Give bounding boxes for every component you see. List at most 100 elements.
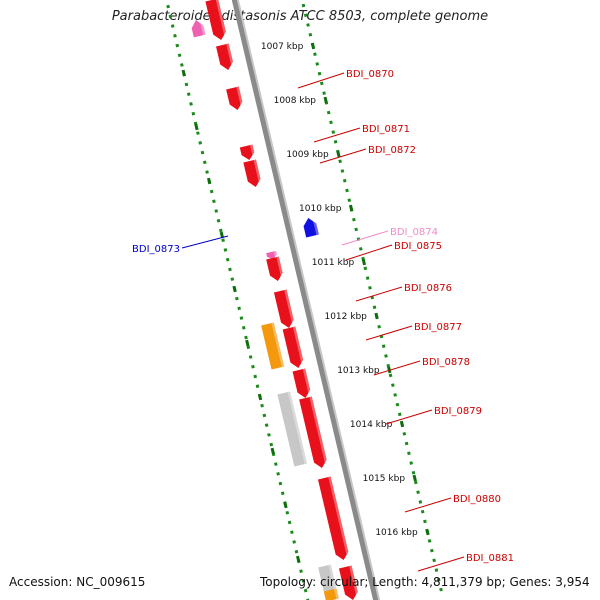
tick-mark (257, 393, 263, 401)
gene-arrow (226, 86, 244, 110)
gene-label[interactable]: BDI_0878 (422, 357, 470, 368)
tick-mark (361, 258, 367, 266)
tick-mark (399, 420, 405, 428)
gene-arrow (216, 43, 235, 71)
tick-mark (323, 96, 328, 104)
gene-arrow-BDI_0873 (303, 216, 319, 238)
gene-label[interactable]: BDI_0872 (368, 145, 416, 156)
tick-label: 1014 kbp (350, 420, 393, 430)
gene-arrow (292, 368, 312, 398)
label-leader-line (297, 72, 345, 89)
gene-shape (266, 250, 277, 259)
tick-mark (207, 177, 212, 185)
gene-shape (338, 565, 358, 600)
tick-mark (296, 555, 301, 563)
gene-arrow (317, 476, 350, 560)
gene-shape (323, 588, 339, 600)
gene-arrow (191, 18, 206, 38)
gene-arrow (277, 391, 308, 467)
label-leader-line (373, 360, 421, 376)
gene-shape (292, 368, 311, 398)
gene-shape (273, 289, 294, 328)
tick-label: 1009 kbp (286, 150, 329, 160)
gene-highlight (334, 588, 339, 600)
gene-arrow (323, 588, 339, 600)
genome-backbone (231, 0, 379, 600)
right-tick-track (166, 4, 310, 600)
gene-label[interactable]: BDI_0873 (132, 244, 180, 255)
gene-label[interactable]: BDI_0876 (404, 283, 452, 294)
genome-title: Parabacteroides distasonis ATCC 8503, co… (111, 9, 489, 24)
gene-shape (266, 256, 283, 282)
gene-highlight (287, 391, 308, 465)
gene-shape (216, 43, 233, 71)
gene-arrow (239, 144, 256, 160)
gene-arrow (282, 326, 305, 368)
label-leader-line (385, 409, 433, 425)
gene-highlight (312, 216, 319, 236)
gene-arrow (273, 289, 296, 328)
gene-label[interactable]: BDI_0875 (394, 241, 442, 252)
gene-highlight (284, 289, 296, 328)
gene-highlight (250, 144, 256, 160)
tick-mark (181, 69, 186, 77)
gene-arrow-BDI_0874 (266, 250, 278, 259)
gene-highlight (271, 322, 285, 368)
tick-mark (374, 312, 379, 320)
label-leader-line (404, 497, 452, 513)
gene-label[interactable]: BDI_0874 (390, 227, 438, 238)
gene-highlight (349, 565, 360, 600)
gene-shape (277, 391, 308, 467)
tick-label: 1011 kbp (312, 258, 355, 268)
gene-highlight (273, 250, 278, 259)
gene-label[interactable]: BDI_0880 (453, 494, 501, 505)
tick-label: 1016 kbp (375, 528, 418, 538)
tick-mark (232, 285, 237, 293)
gene-shape (282, 326, 304, 368)
gene-highlight (302, 368, 312, 398)
gene-shape (205, 0, 226, 40)
gene-highlight (309, 396, 329, 468)
gene-arrow (261, 322, 285, 370)
gene-arrow (205, 0, 228, 40)
gene-label[interactable]: BDI_0879 (434, 406, 482, 417)
label-leader-line (313, 127, 361, 143)
tick-mark (425, 528, 430, 536)
gene-label[interactable]: BDI_0881 (466, 553, 514, 564)
tick-mark (219, 231, 225, 239)
label-leader-line (181, 235, 229, 249)
gene-shape (243, 159, 261, 187)
tick-label: 1010 kbp (299, 204, 342, 214)
gene-highlight (236, 86, 244, 110)
gene-label[interactable]: BDI_0871 (362, 124, 410, 135)
gene-label[interactable]: BDI_0877 (414, 322, 462, 333)
tick-label: 1007 kbp (261, 42, 304, 52)
tick-mark (348, 204, 354, 212)
tick-mark (270, 447, 275, 455)
left-tick-track (300, 0, 444, 596)
label-leader-line (365, 325, 413, 341)
tick-label: 1015 kbp (363, 474, 406, 484)
gene-highlight (328, 476, 350, 560)
gene-shape (261, 322, 285, 370)
gene-shape (303, 218, 319, 238)
gene-highlight (199, 18, 206, 36)
tick-mark (310, 42, 316, 50)
tick-mark (412, 474, 417, 482)
tick-label: 1008 kbp (274, 96, 317, 106)
label-leader-line (341, 230, 389, 246)
label-leader-line (355, 286, 403, 302)
tick-label: 1013 kbp (337, 366, 380, 376)
tick-label: 1012 kbp (324, 312, 367, 322)
tick-mark (245, 339, 250, 347)
label-leader-line (417, 556, 465, 572)
gene-highlight (292, 326, 305, 368)
label-leader-line (345, 244, 393, 261)
gene-shape (191, 20, 206, 38)
gene-shape (299, 396, 327, 468)
gene-label[interactable]: BDI_0870 (346, 69, 394, 80)
accession-text: Accession: NC_009615 (9, 575, 146, 589)
tick-mark (336, 150, 341, 158)
gene-shape (239, 144, 255, 160)
